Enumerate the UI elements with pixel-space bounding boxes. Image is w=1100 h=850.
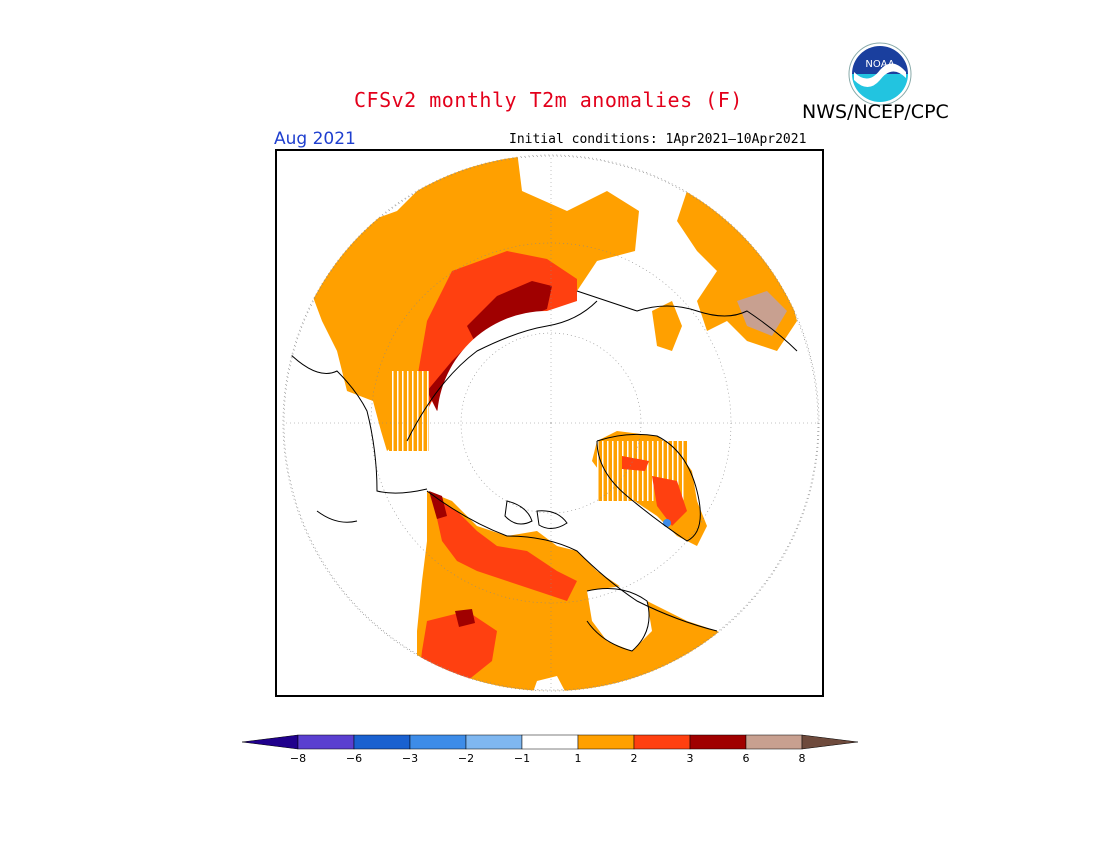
colorbar-tick-label: −1 — [513, 752, 531, 765]
colorbar-segment — [353, 734, 411, 750]
noaa-logo: NOAA — [848, 42, 912, 106]
colorbar-segment — [521, 734, 579, 750]
anomaly-region-canada-red — [432, 496, 577, 601]
colorbar-tick-label: −3 — [401, 752, 419, 765]
map-title: CFSv2 monthly T2m anomalies (F) — [354, 88, 743, 112]
colorbar-segment — [297, 734, 355, 750]
polar-map — [275, 149, 824, 697]
colorbar-segment — [633, 734, 691, 750]
colorbar-segment — [577, 734, 635, 750]
colorbar-segment — [465, 734, 523, 750]
target-month: Aug 2021 — [274, 129, 356, 149]
colorbar-segment — [745, 734, 803, 750]
colorbar-tick-label: 3 — [686, 752, 694, 765]
colorbar-segment — [409, 734, 467, 750]
noaa-logo-text: NOAA — [865, 59, 894, 70]
colorbar — [241, 734, 859, 750]
colorbar-segment — [689, 734, 747, 750]
colorbar-tick-label: 8 — [798, 752, 806, 765]
agency-label: NWS/NCEP/CPC — [802, 101, 949, 123]
colorbar-tick-label: −8 — [289, 752, 307, 765]
colorbar-arrow-low — [241, 734, 299, 750]
colorbar-tick-label: 6 — [742, 752, 750, 765]
anomaly-region-europe — [677, 191, 797, 351]
colorbar-tick-label: −6 — [345, 752, 363, 765]
colorbar-arrow-high — [801, 734, 859, 750]
anomaly-region-north-america — [417, 491, 747, 691]
colorbar-tick-label: 1 — [574, 752, 582, 765]
colorbar-tick-label: 2 — [630, 752, 638, 765]
initial-conditions: Initial conditions: 1Apr2021–10Apr2021 — [509, 132, 807, 147]
colorbar-tick-label: −2 — [457, 752, 475, 765]
